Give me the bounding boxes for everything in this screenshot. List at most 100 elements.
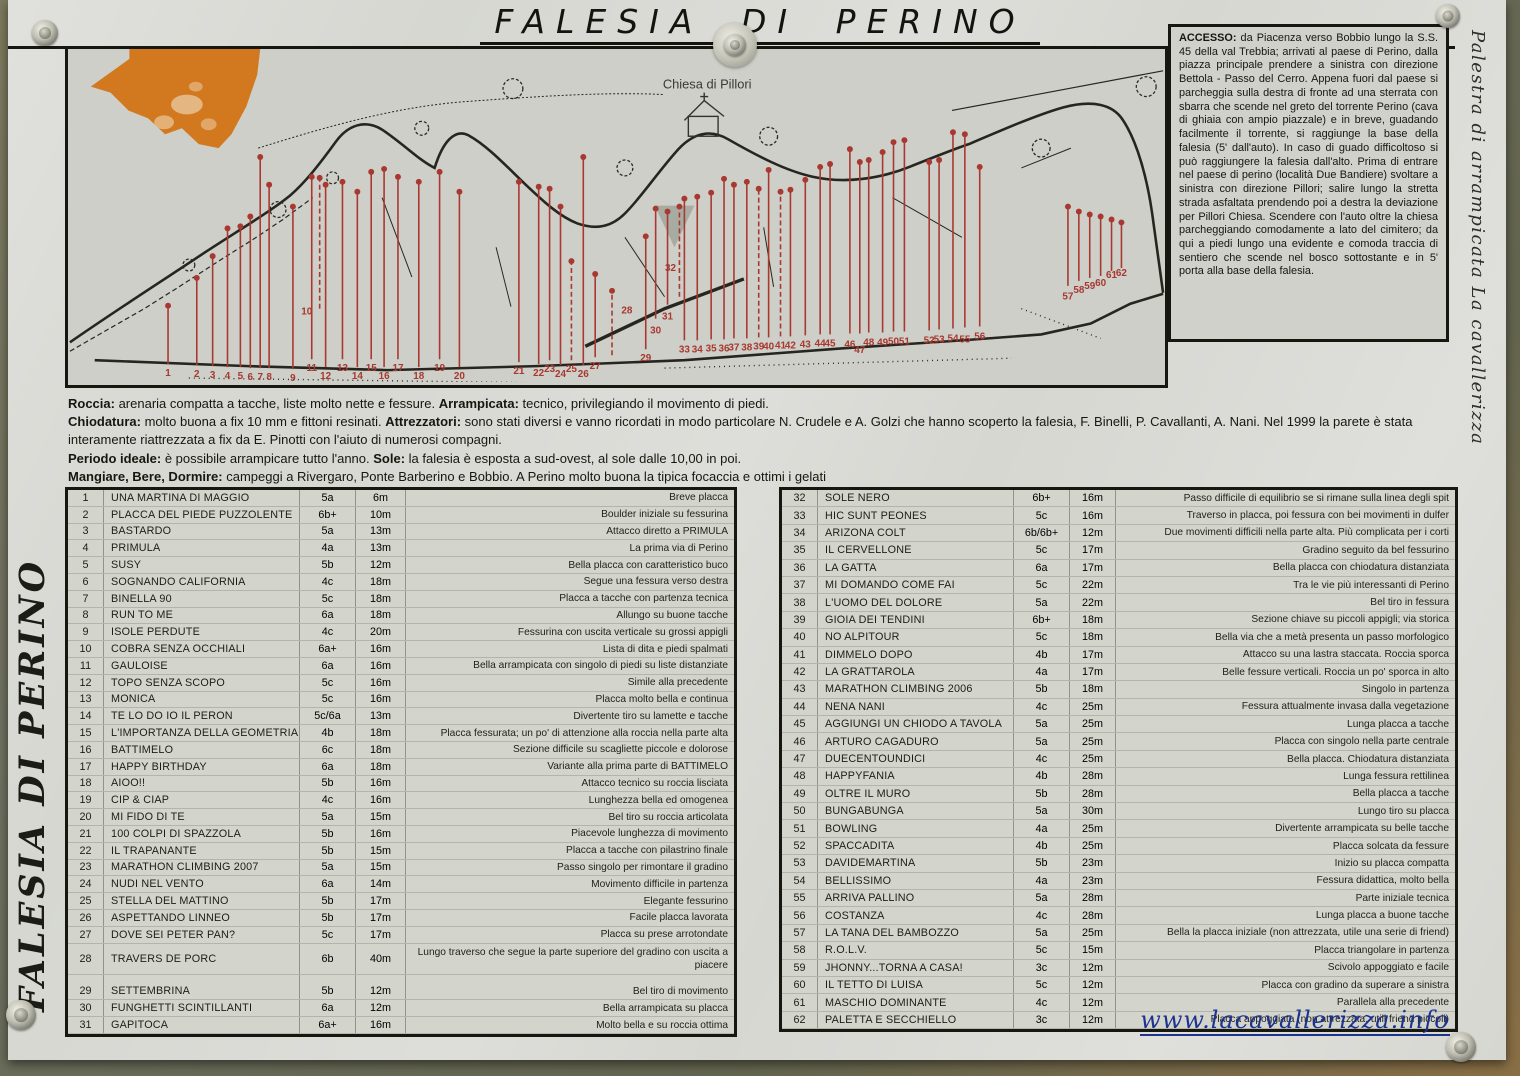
- route-number: 62: [782, 1011, 818, 1029]
- svg-text:38: 38: [741, 342, 753, 353]
- info-line: Roccia: arenaria compatta a tacche, list…: [68, 396, 769, 411]
- route-name: GIOIA DEI TENDINI: [818, 611, 1014, 629]
- svg-text:28: 28: [621, 306, 633, 317]
- route-row: 56 COSTANZA 4c 28m Lunga placca a buone tacc…: [782, 907, 1455, 925]
- route-length: 12m: [356, 557, 406, 573]
- route-length: 23m: [1070, 855, 1116, 872]
- route-name: NO ALPITOUR: [818, 629, 1014, 646]
- svg-text:18: 18: [413, 371, 425, 382]
- website-link-wrap: www.lacavallerizza.info: [1140, 1006, 1450, 1036]
- route-description: Lungo traverso che segue la parte superi…: [417, 946, 728, 971]
- website-link[interactable]: www.lacavallerizza.info: [1140, 1006, 1450, 1036]
- route-number: 12: [68, 674, 104, 691]
- route-name: MI DOMANDO COME FAI: [818, 576, 1014, 594]
- route-length: 12m: [356, 983, 406, 1000]
- route-name: DIMMELO DOPO: [818, 646, 1014, 663]
- route-grade: 5c: [300, 691, 356, 708]
- route-grade: 5a: [1014, 594, 1070, 611]
- orange-overhang-shape: [90, 49, 261, 149]
- route-row: 41 DIMMELO DOPO 4b 17m Attacco su una lastra…: [782, 646, 1455, 664]
- route-row: 26 ASPETTANDO LINNEO 5b 17m Facile placca la…: [68, 909, 734, 927]
- route-name: MONICA: [104, 691, 300, 708]
- route-grade: 5c: [1014, 976, 1070, 994]
- route-grade: 4c: [300, 573, 356, 590]
- route-name: SPACCADITA: [818, 837, 1014, 855]
- route-description: Passo singolo per rimontare il gradino: [556, 861, 728, 873]
- route-description: Bella la placca iniziale (non attrezzata…: [1166, 927, 1449, 939]
- route-name: ARTURO CAGADURO: [818, 733, 1014, 750]
- route-grade: 4a: [1014, 820, 1070, 837]
- route-number: 30: [68, 1000, 104, 1017]
- table-spacer: [68, 974, 734, 984]
- route-description: Molto bella e su roccia ottima: [596, 1019, 728, 1031]
- route-row: 58 R.O.L.V. 5c 15m Placca triangolare in par…: [782, 942, 1455, 960]
- route-length: 16m: [356, 792, 406, 809]
- route-name: COSTANZA: [818, 907, 1014, 924]
- route-row: 19 CIP & CIAP 4c 16m Lunghezza bella ed omog…: [68, 792, 734, 810]
- svg-text:20: 20: [454, 371, 466, 382]
- route-name: TE LO DO IO IL PERON: [104, 708, 300, 725]
- cliff-topo-drawing: Chiesa di Pillori 1 2 3 4 5 6 7 8 9 10 11 12 13 14 15 1…: [65, 49, 1168, 388]
- svg-text:24: 24: [555, 369, 567, 380]
- svg-text:17: 17: [392, 363, 404, 374]
- route-length: 28m: [1070, 785, 1116, 803]
- route-name: MASCHIO DOMINANTE: [818, 994, 1014, 1011]
- church-sketch: [683, 92, 725, 137]
- route-length: 17m: [356, 926, 406, 943]
- route-description: Divertente tiro su lamette e tacche: [573, 710, 728, 722]
- route-description: Placca solcata da fessure: [1332, 840, 1449, 852]
- route-name: LA TANA DEL BAMBOZZO: [818, 924, 1014, 942]
- route-description: Lunga fessura rettilinea: [1343, 770, 1449, 782]
- route-row: 57 LA TANA DEL BAMBOZZO 5a 25m Bella la plac…: [782, 924, 1455, 943]
- route-length: 15m: [356, 859, 406, 876]
- route-row: 52 SPACCADITA 4b 25m Placca solcata da fessu…: [782, 837, 1455, 856]
- route-name: SOLE NERO: [818, 490, 1014, 507]
- route-grade: 6a: [1014, 559, 1070, 576]
- route-number: 29: [68, 983, 104, 1000]
- route-length: 28m: [1070, 907, 1116, 924]
- route-name: TOPO SENZA SCOPO: [104, 674, 300, 691]
- svg-text:25: 25: [566, 364, 578, 375]
- route-name: FUNGHETTI SCINTILLANTI: [104, 1000, 300, 1017]
- screw-top-center: [724, 34, 746, 56]
- svg-text:54: 54: [947, 333, 959, 344]
- route-row: 29 SETTEMBRINA 5b 12m Bel tiro di movimento: [68, 983, 734, 1001]
- cliff-outline: [69, 70, 1165, 385]
- route-grade: 4c: [300, 624, 356, 641]
- route-description: Placca con singolo nella parte centrale: [1274, 736, 1449, 748]
- route-grade: 6b+: [1014, 490, 1070, 507]
- route-description: Parte iniziale tecnica: [1355, 892, 1449, 904]
- route-number: 36: [782, 559, 818, 576]
- route-number: 10: [68, 641, 104, 657]
- route-number: 42: [782, 663, 818, 681]
- svg-text:19: 19: [434, 363, 446, 374]
- route-name: CIP & CIAP: [104, 792, 300, 809]
- svg-text:29: 29: [640, 353, 652, 364]
- route-grade: 4c: [1014, 994, 1070, 1011]
- route-name: 100 COLPI DI SPAZZOLA: [104, 825, 300, 842]
- svg-text:43: 43: [800, 339, 812, 350]
- svg-text:41: 41: [775, 340, 787, 351]
- route-description: Lista di dita e piedi spalmati: [602, 643, 728, 655]
- svg-text:4: 4: [225, 371, 231, 382]
- route-name: NUDI NEL VENTO: [104, 876, 300, 893]
- route-grade: 5b: [1014, 785, 1070, 803]
- route-number: 6: [68, 573, 104, 590]
- route-number: 59: [782, 959, 818, 976]
- route-name: LA GATTA: [818, 559, 1014, 576]
- route-description: Bella via che a metà presenta un passo m…: [1215, 631, 1449, 643]
- route-name: MI FIDO DI TE: [104, 809, 300, 825]
- cliff-topo-svg: Chiesa di Pillori 1 2 3 4 5 6 7 8 91011121314151…: [69, 49, 1165, 385]
- route-grade: 6a: [300, 758, 356, 775]
- route-row: 7 BINELLA 90 5c 18m Placca a tacche con part…: [68, 590, 734, 608]
- route-length: 28m: [1070, 768, 1116, 785]
- route-length: 25m: [1070, 716, 1116, 733]
- route-row: 22 IL TRAPANANTE 5b 15m Placca a tacche con …: [68, 842, 734, 860]
- route-description: La prima via di Perino: [629, 542, 728, 554]
- route-description: Due movimenti difficili nella parte alta…: [1164, 527, 1449, 539]
- route-grade: 4c: [1014, 907, 1070, 924]
- route-description: Bella placca con caratteristico buco: [568, 559, 728, 571]
- route-grade: 6a: [300, 657, 356, 674]
- route-name: OLTRE IL MURO: [818, 785, 1014, 803]
